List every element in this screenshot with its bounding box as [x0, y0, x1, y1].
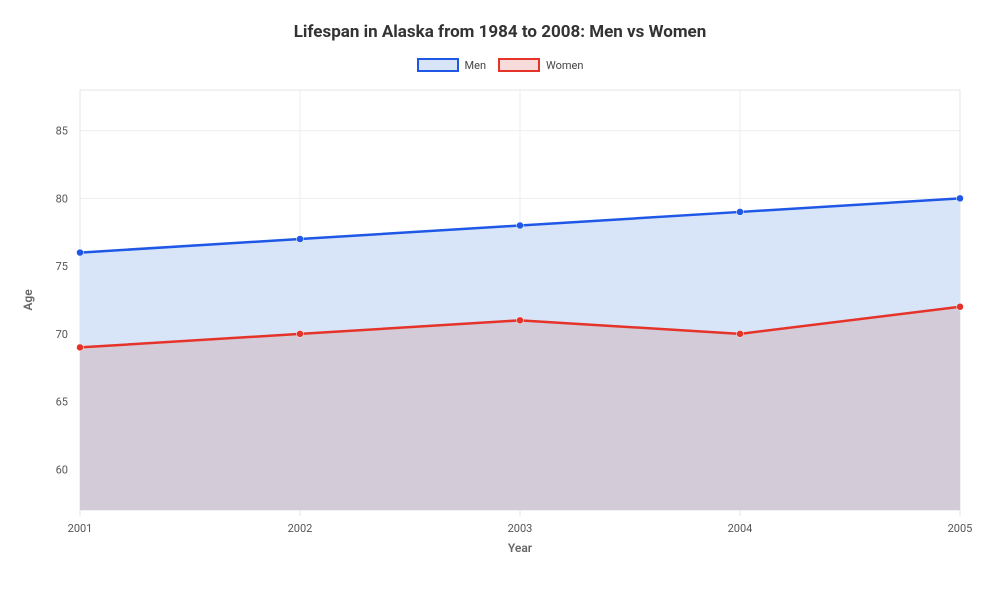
legend-swatch-men: [417, 58, 459, 72]
marker-women[interactable]: [957, 303, 964, 310]
marker-men[interactable]: [737, 208, 744, 215]
x-tick-label: 2002: [288, 522, 313, 535]
y-tick-label: 85: [56, 125, 68, 138]
marker-women[interactable]: [297, 330, 304, 337]
legend-swatch-women: [498, 58, 540, 72]
legend-item-women[interactable]: Women: [498, 58, 583, 72]
plot-area: 606570758085 20012002200320042005 Age Ye…: [80, 90, 960, 510]
x-axis-label: Year: [508, 541, 533, 555]
marker-women[interactable]: [77, 344, 84, 351]
x-tick-label: 2001: [68, 522, 93, 535]
legend-item-men[interactable]: Men: [417, 58, 487, 72]
legend: Men Women: [0, 58, 1000, 72]
y-tick-label: 80: [56, 192, 68, 205]
chart-svg: 606570758085 20012002200320042005 Age Ye…: [80, 90, 960, 510]
y-axis: 60 65 70 75 80 85: [56, 125, 68, 477]
y-tick-label: 75: [56, 260, 68, 273]
chart-container: Lifespan in Alaska from 1984 to 2008: Me…: [0, 0, 1000, 600]
y-tick-label: 70: [56, 328, 68, 341]
marker-women[interactable]: [517, 317, 524, 324]
marker-women[interactable]: [737, 330, 744, 337]
y-tick-label: 60: [56, 463, 68, 476]
legend-label-women: Women: [546, 59, 583, 72]
marker-men[interactable]: [957, 195, 964, 202]
marker-men[interactable]: [517, 222, 524, 229]
chart-title: Lifespan in Alaska from 1984 to 2008: Me…: [0, 22, 1000, 42]
x-tick-label: 2003: [508, 522, 533, 535]
legend-label-men: Men: [465, 59, 487, 72]
x-tick-label: 2005: [948, 522, 973, 535]
y-tick-label: 65: [56, 396, 68, 409]
y-axis-label: Age: [21, 289, 35, 311]
marker-men[interactable]: [77, 249, 84, 256]
marker-men[interactable]: [297, 236, 304, 243]
x-axis: 2001 2002 2003 2004 2005: [68, 510, 973, 535]
x-tick-label: 2004: [728, 522, 753, 535]
